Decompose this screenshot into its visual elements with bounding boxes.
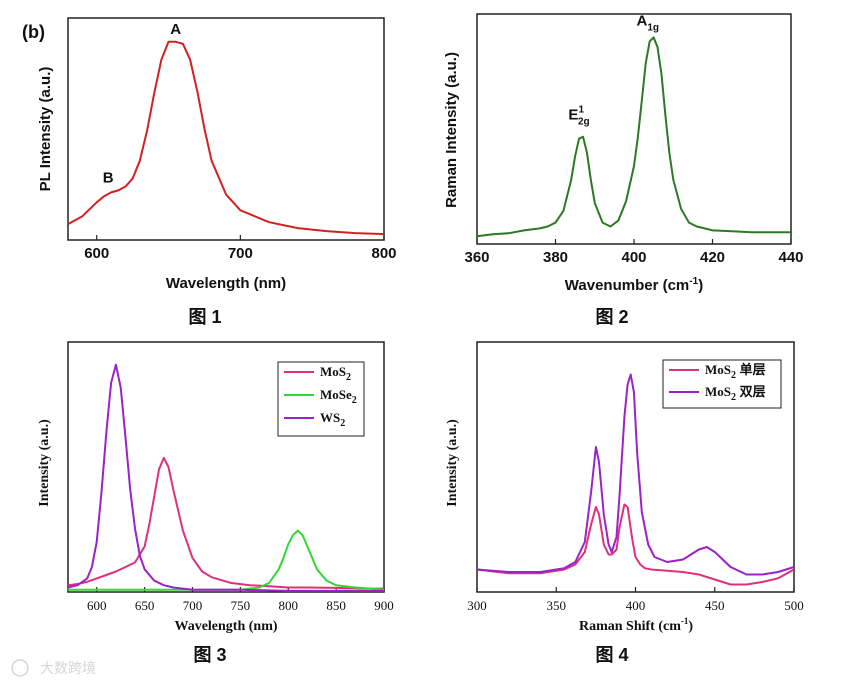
caption-4: 图 4 [595, 645, 628, 665]
x-tick-label: 900 [374, 598, 394, 613]
legend: MoS2 MoSe2 WS2 [277, 361, 365, 437]
peak-annotation: E1 2g [568, 104, 589, 127]
y-axis-label: Raman Intensity (a.u.) [443, 52, 460, 208]
x-tick-label: 600 [87, 598, 107, 613]
caption-1: 图 1 [188, 307, 221, 327]
plot-frame [67, 17, 385, 241]
x-tick-label: 380 [543, 249, 568, 266]
x-axis-label: Raman Shift (cm-1) [579, 616, 693, 634]
y-axis-label: Intensity (a.u.) [37, 419, 52, 507]
series-line-pl [67, 40, 385, 236]
chart-pl-spectrum: 600 700 800 A B (b) Wavelength (nm) PL Inte… [22, 17, 397, 292]
legend-entry: WS2 [320, 410, 345, 429]
legend-entry: MoS2 [320, 364, 351, 383]
peak-annotation: A1g [636, 13, 659, 34]
chart-pl-comparison: 600 650 700 750 800 850 900 MoS2 MoSe2 WS2 Wavel… [37, 341, 394, 634]
series-line-mos2 [67, 456, 384, 590]
caption-3: 图 3 [193, 645, 226, 665]
x-tick-label: 700 [183, 598, 203, 613]
panel-label: (b) [22, 22, 45, 42]
chart-raman-layers: 300 350 400 450 500 MoS2 单层 MoS2 双层 Raman Shi… [445, 341, 804, 634]
legend-box [277, 361, 365, 437]
plot-frame [67, 341, 385, 593]
x-tick-label: 350 [547, 598, 567, 613]
x-tick-label: 300 [467, 598, 487, 613]
series-line-mos2 [476, 503, 795, 586]
watermark: 大数跨境 [11, 659, 96, 677]
x-axis-label: Wavelength (nm) [174, 619, 277, 634]
x-tick-label: 800 [371, 245, 396, 262]
x-tick-label: 450 [705, 598, 725, 613]
x-tick-label: 400 [621, 249, 646, 266]
x-tick-label: 420 [700, 249, 725, 266]
caption-2: 图 2 [595, 307, 628, 327]
x-axis-label: Wavenumber (cm-1) [565, 276, 703, 294]
x-tick-label: 440 [778, 249, 803, 266]
watermark-text: 大数跨境 [40, 660, 96, 676]
x-tick-label: 750 [231, 598, 251, 613]
legend-entry: MoS2 双层 [705, 384, 766, 403]
chart-raman-spectrum: 360 380 400 420 440 E1 2g A1g Wavenumber (cm-1… [443, 13, 804, 294]
series-line-mos2 [476, 373, 795, 576]
legend: MoS2 单层 MoS2 双层 [662, 359, 782, 409]
legend-entry: MoS2 单层 [705, 362, 766, 381]
x-tick-label: 650 [135, 598, 155, 613]
watermark-logo-icon [11, 659, 29, 677]
x-tick-label: 600 [84, 245, 109, 262]
x-tick-label: 700 [228, 245, 253, 262]
legend-entry: MoSe2 [320, 387, 357, 406]
plot-frame [476, 13, 792, 245]
x-tick-label: 400 [626, 598, 646, 613]
legend-box [662, 359, 782, 409]
series-line-ws2 [67, 363, 384, 592]
peak-annotation: A [170, 21, 181, 38]
y-axis-label: PL Intensity (a.u.) [37, 67, 54, 192]
x-axis-label: Wavelength (nm) [166, 275, 286, 292]
x-tick-label: 800 [278, 598, 298, 613]
x-tick-label: 500 [784, 598, 804, 613]
x-tick-label: 850 [326, 598, 346, 613]
y-axis-label: Intensity (a.u.) [445, 419, 460, 507]
peak-annotation: B [103, 170, 114, 187]
x-tick-label: 360 [464, 249, 489, 266]
series-line-raman [476, 36, 791, 238]
